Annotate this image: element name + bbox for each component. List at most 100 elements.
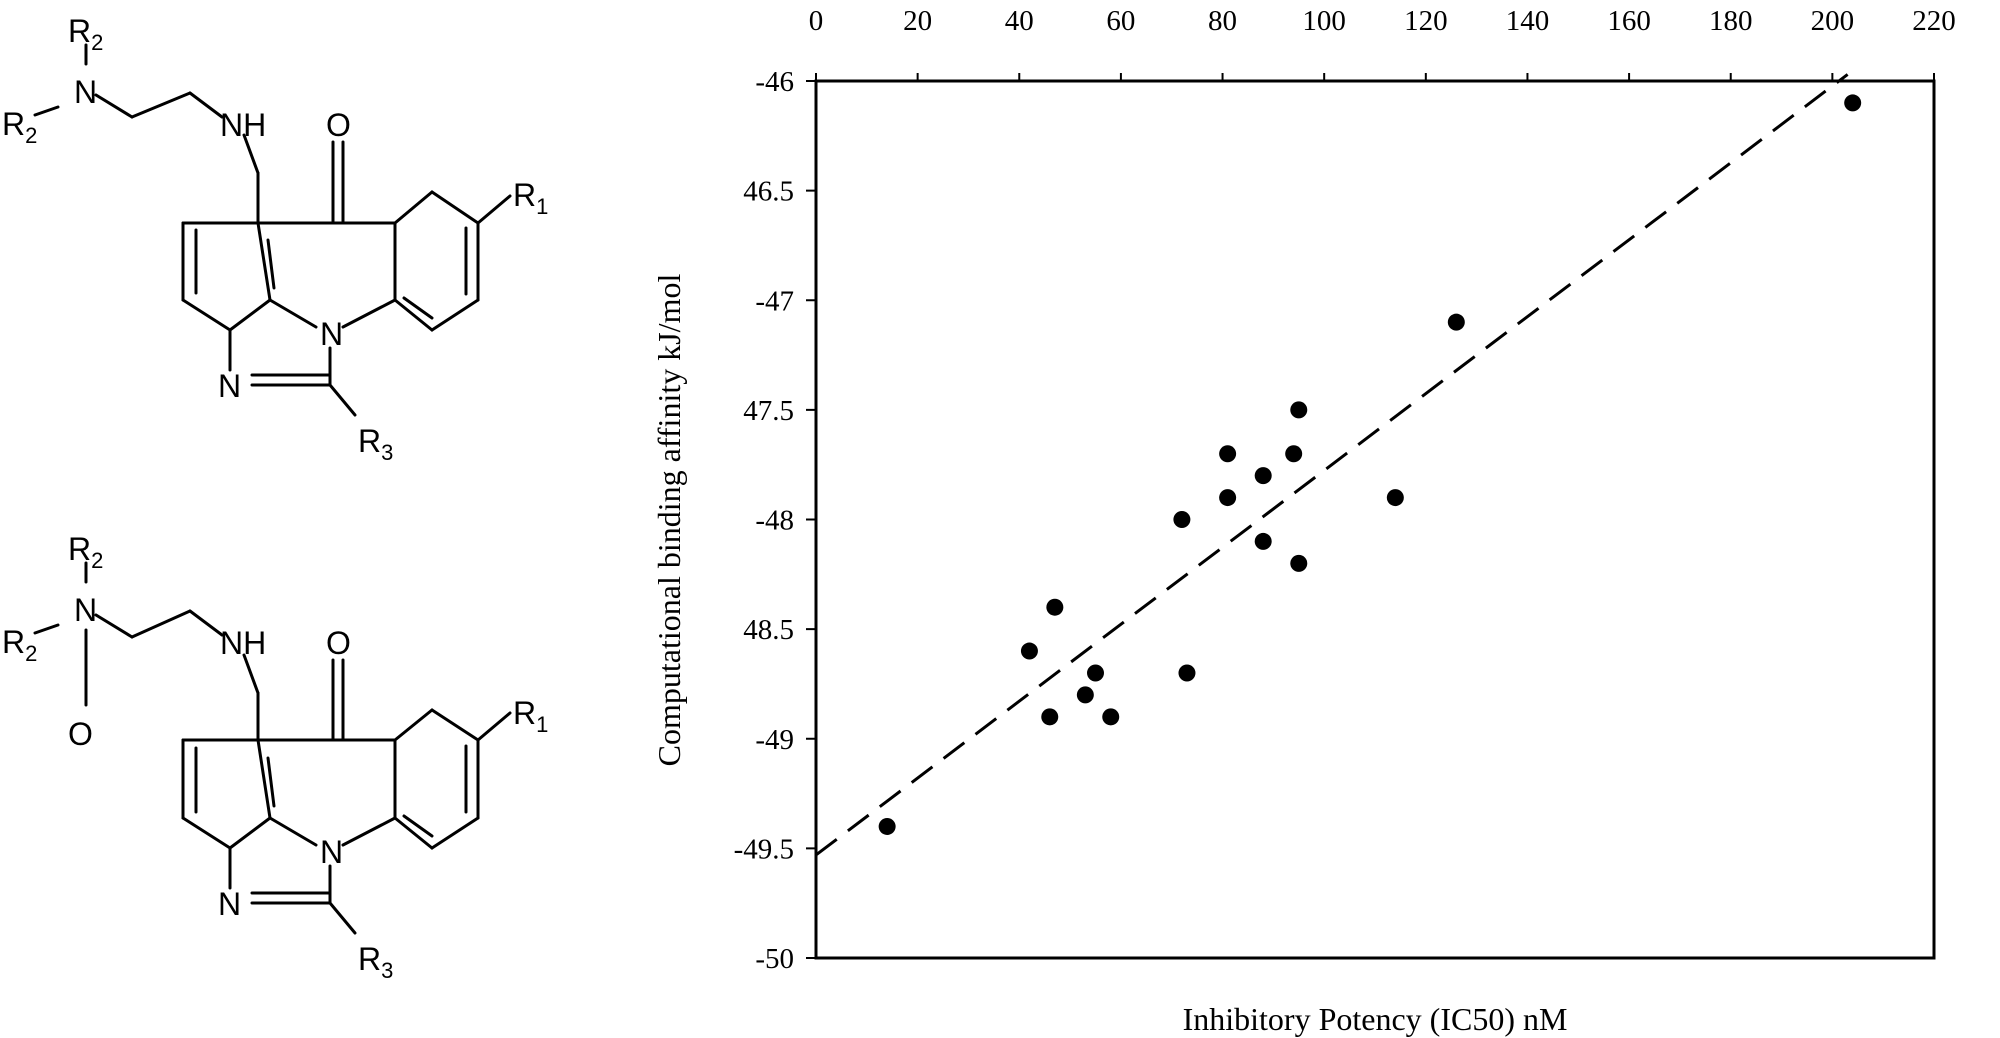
atom-label: N bbox=[218, 368, 241, 404]
bond bbox=[130, 609, 192, 639]
x-tick-label: 80 bbox=[1208, 5, 1237, 37]
bond bbox=[242, 133, 260, 175]
x-tick-label: 120 bbox=[1404, 5, 1448, 37]
bond bbox=[266, 238, 276, 290]
bond bbox=[476, 711, 512, 742]
x-tick-label: 0 bbox=[809, 5, 824, 37]
x-tick-label: 40 bbox=[1005, 5, 1034, 37]
data-point bbox=[1178, 664, 1196, 682]
bond bbox=[393, 708, 434, 742]
svg-text:R2: R2 bbox=[68, 531, 103, 573]
atom-label: R bbox=[68, 13, 91, 49]
bond bbox=[33, 105, 60, 117]
trendline bbox=[815, 73, 1849, 857]
atom-label: NH bbox=[220, 625, 266, 661]
data-point bbox=[1041, 708, 1059, 726]
atom-label: N bbox=[74, 74, 97, 110]
atom-label: R bbox=[513, 695, 536, 731]
atom-label: N bbox=[320, 316, 343, 352]
data-points bbox=[878, 94, 1862, 835]
data-point bbox=[1173, 511, 1191, 528]
svg-text:R2: R2 bbox=[68, 13, 103, 55]
y-axis-ticks: -46 46.5 -47 47.5 -48 48.5 -49 -49.5 -50 bbox=[734, 66, 816, 975]
data-point bbox=[1219, 445, 1237, 463]
atom-label: O bbox=[68, 716, 93, 752]
bond bbox=[430, 816, 480, 850]
bond bbox=[130, 91, 192, 119]
data-point bbox=[1102, 708, 1120, 726]
data-point bbox=[1844, 94, 1862, 112]
atom-label: R bbox=[358, 941, 381, 977]
bond bbox=[188, 91, 224, 119]
bond bbox=[402, 814, 434, 838]
bond bbox=[341, 816, 397, 847]
bond bbox=[242, 653, 260, 695]
bond bbox=[188, 609, 224, 637]
bond bbox=[402, 296, 434, 320]
data-point bbox=[1290, 401, 1308, 419]
svg-text:R3: R3 bbox=[358, 423, 393, 465]
bond bbox=[256, 221, 272, 302]
y-tick-label: 48.5 bbox=[743, 614, 794, 646]
atom-label: O bbox=[326, 625, 351, 661]
svg-text:R3: R3 bbox=[358, 941, 393, 983]
x-tick-label: 160 bbox=[1607, 5, 1651, 37]
bond bbox=[256, 738, 272, 820]
bond bbox=[328, 901, 357, 935]
data-point bbox=[878, 817, 896, 835]
bond bbox=[430, 298, 480, 332]
bond bbox=[268, 816, 318, 847]
x-tick-label: 100 bbox=[1302, 5, 1346, 37]
y-axis-label: Computational binding affinity kJ/mol bbox=[651, 274, 687, 767]
y-tick-label: -49 bbox=[755, 724, 794, 756]
bond bbox=[181, 816, 232, 850]
y-tick-label: -50 bbox=[755, 943, 794, 975]
bond bbox=[393, 190, 434, 225]
data-point bbox=[1046, 598, 1064, 616]
data-point bbox=[1076, 686, 1094, 704]
svg-text:R2: R2 bbox=[2, 106, 37, 148]
y-tick-label: -47 bbox=[755, 285, 794, 317]
bond bbox=[181, 298, 232, 332]
y-tick-label: -48 bbox=[755, 505, 794, 537]
plot-frame bbox=[814, 79, 1936, 960]
bond bbox=[328, 383, 357, 417]
bond bbox=[393, 816, 434, 850]
data-point bbox=[1290, 554, 1308, 572]
data-point bbox=[1285, 445, 1303, 463]
bond bbox=[393, 298, 434, 332]
bond bbox=[476, 194, 512, 225]
bond bbox=[266, 756, 276, 808]
svg-text:R1: R1 bbox=[513, 695, 548, 737]
structure-top-atoms: R2 N R2 NH O R1 N N R3 bbox=[2, 13, 548, 465]
bond bbox=[33, 623, 60, 635]
data-point bbox=[1219, 489, 1237, 507]
atom-label: R bbox=[68, 531, 91, 567]
atom-label: R bbox=[358, 423, 381, 459]
x-tick-label: 200 bbox=[1811, 5, 1855, 37]
x-tick-label: 180 bbox=[1709, 5, 1753, 37]
structure-bottom-atoms: R2 N R2 O NH O R1 N N R3 bbox=[2, 531, 548, 983]
atom-label: NH bbox=[220, 107, 266, 143]
bond bbox=[268, 298, 318, 329]
bond bbox=[228, 298, 272, 332]
atom-label: R bbox=[2, 106, 25, 142]
atom-label: R bbox=[2, 624, 25, 660]
x-axis-label: Inhibitory Potency (IC50) nM bbox=[1183, 1001, 1568, 1037]
data-point bbox=[1087, 664, 1104, 682]
data-point bbox=[1254, 467, 1272, 485]
bond bbox=[228, 816, 272, 850]
data-point bbox=[1447, 313, 1465, 331]
x-tick-label: 220 bbox=[1912, 5, 1956, 37]
y-tick-label: -46 bbox=[755, 66, 794, 98]
bond bbox=[341, 298, 397, 329]
atom-label: O bbox=[326, 107, 351, 143]
data-point bbox=[1254, 532, 1272, 550]
svg-text:R2: R2 bbox=[2, 624, 37, 666]
bond bbox=[430, 190, 480, 225]
y-tick-label: 46.5 bbox=[743, 176, 794, 208]
structure-top bbox=[33, 43, 512, 417]
x-tick-label: 140 bbox=[1506, 5, 1550, 37]
y-tick-label: -49.5 bbox=[734, 833, 794, 865]
